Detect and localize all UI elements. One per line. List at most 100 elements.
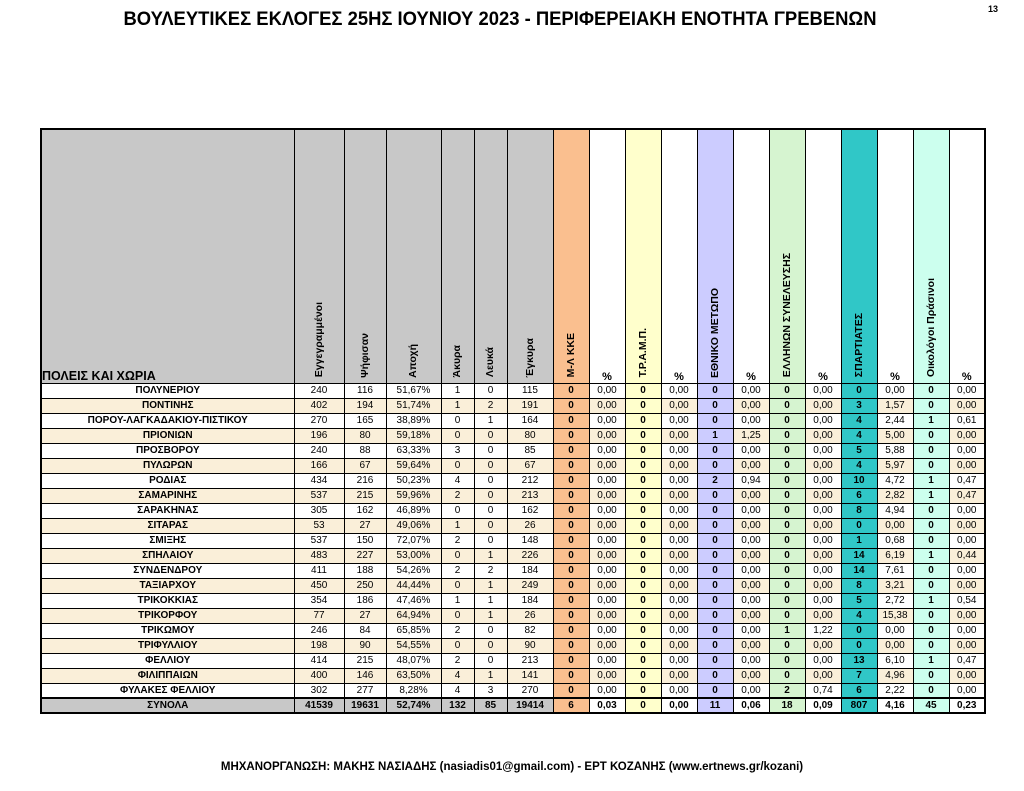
party-count-cell: 1 xyxy=(840,532,878,549)
party-count-cell: 0 xyxy=(552,472,590,489)
election-results-table: ΠΟΛΕΙΣ ΚΑΙ ΧΩΡΙΑ Εγγεγραμμένοι Ψήφισαν Αποχ… xyxy=(40,128,986,714)
party-percent-cell: 0,00 xyxy=(876,622,914,639)
party-percent-cell: 0,00 xyxy=(732,487,770,504)
village-name-cell: ΤΡΙΚΟΡΦΟΥ xyxy=(40,607,295,624)
party-count-cell: 0 xyxy=(696,592,734,609)
party-percent-cell: 0,00 xyxy=(660,412,698,429)
party-header-label: ΣΠΑΡΤΙΑΤΕΣ xyxy=(852,313,865,378)
party-percent-cell: 0,00 xyxy=(804,412,842,429)
party-count-cell: 0 xyxy=(552,562,590,579)
party-count-cell: 0 xyxy=(624,547,662,564)
party-percent-cell: 0,00 xyxy=(660,442,698,459)
party-count-cell: 0 xyxy=(696,457,734,474)
party-count-cell: 0 xyxy=(552,577,590,594)
table-row: ΣΠΗΛΑΙΟΥ 483 227 53,00% 0 1 226 0 0,00 0 0,00 0 0,00… xyxy=(40,547,986,564)
party-count-cell: 6 xyxy=(552,697,590,714)
party-percent-cell: 0,68 xyxy=(876,532,914,549)
stat-cell: 0 xyxy=(473,472,508,489)
stat-cell: 270 xyxy=(506,682,554,699)
party-percent-cell: 3,21 xyxy=(876,577,914,594)
col-header-cities: ΠΟΛΕΙΣ ΚΑΙ ΧΩΡΙΑ xyxy=(40,128,295,384)
party-percent-cell: 0,00 xyxy=(588,547,626,564)
party-count-cell: 0 xyxy=(840,637,878,654)
stat-cell: 1 xyxy=(440,382,475,399)
party-percent-cell: 0,00 xyxy=(948,667,986,684)
stat-cell: 302 xyxy=(293,682,345,699)
party-percent-cell: 6,10 xyxy=(876,652,914,669)
party-count-cell: 0 xyxy=(552,592,590,609)
party-count-cell: 0 xyxy=(768,412,806,429)
party-percent-cell: 2,72 xyxy=(876,592,914,609)
party-percent-cell: 1,22 xyxy=(804,622,842,639)
party-count-cell: 0 xyxy=(840,382,878,399)
stat-cell: 4 xyxy=(440,472,475,489)
party-percent-cell: 0,00 xyxy=(732,442,770,459)
party-count-cell: 0 xyxy=(912,532,950,549)
stat-cell: 184 xyxy=(506,562,554,579)
table-row: ΣΑΜΑΡΙΝΗΣ 537 215 59,96% 2 0 213 0 0,00 0 0,00 0 0,0… xyxy=(40,487,986,504)
stat-cell: 0 xyxy=(473,517,508,534)
party-count-cell: 2 xyxy=(696,472,734,489)
party-count-cell: 11 xyxy=(696,697,734,714)
stat-cell: 215 xyxy=(343,487,387,504)
stat-cell: 216 xyxy=(343,472,387,489)
stat-cell: 1 xyxy=(440,397,475,414)
party-count-cell: 0 xyxy=(624,457,662,474)
col-header-percent-4: % xyxy=(876,128,914,384)
party-percent-cell: 0,00 xyxy=(804,427,842,444)
col-header-party-1: Τ.Ρ.Α.Μ.Π. xyxy=(624,128,662,384)
stat-cell: 72,07% xyxy=(385,532,442,549)
party-percent-cell: 0,00 xyxy=(588,532,626,549)
party-count-cell: 3 xyxy=(840,397,878,414)
village-name-cell: ΠΟΛΥΝΕΡΙΟΥ xyxy=(40,382,295,399)
party-percent-cell: 0,00 xyxy=(588,622,626,639)
party-percent-cell: 0,00 xyxy=(948,382,986,399)
col-header-party-5: Οικολόγοι Πράσινοι xyxy=(912,128,950,384)
stat-cell: 196 xyxy=(293,427,345,444)
party-percent-cell: 0,00 xyxy=(660,397,698,414)
party-count-cell: 0 xyxy=(624,532,662,549)
stat-cell: 27 xyxy=(343,607,387,624)
table-row: ΡΟΔΙΑΣ 434 216 50,23% 4 0 212 0 0,00 0 0,00 2 0,94 0 0… xyxy=(40,472,986,489)
stat-cell: 186 xyxy=(343,592,387,609)
party-percent-cell: 0,00 xyxy=(732,517,770,534)
party-percent-cell: 0,00 xyxy=(732,532,770,549)
party-percent-cell: 7,61 xyxy=(876,562,914,579)
table-row: ΠΡΟΣΒΟΡΟΥ 240 88 63,33% 3 0 85 0 0,00 0 0,00 0 0,00 0… xyxy=(40,442,986,459)
stat-cell: 0 xyxy=(440,457,475,474)
party-count-cell: 8 xyxy=(840,577,878,594)
party-count-cell: 0 xyxy=(912,607,950,624)
party-count-cell: 1 xyxy=(912,412,950,429)
party-percent-cell: 0,54 xyxy=(948,592,986,609)
party-percent-cell: 2,44 xyxy=(876,412,914,429)
party-count-cell: 4 xyxy=(840,412,878,429)
party-count-cell: 1 xyxy=(912,472,950,489)
party-percent-cell: 0,00 xyxy=(588,427,626,444)
village-name-cell: ΡΟΔΙΑΣ xyxy=(40,472,295,489)
stat-cell: 400 xyxy=(293,667,345,684)
stat-cell: 227 xyxy=(343,547,387,564)
party-header-label: ΕΛΛΗΝΩΝ ΣΥΝΕΛΕΥΣΗΣ xyxy=(780,253,793,378)
stat-cell: 4 xyxy=(440,667,475,684)
village-name-cell: ΦΕΛΛΙΟΥ xyxy=(40,652,295,669)
table-row: ΤΡΙΦΥΛΛΙΟΥ 198 90 54,55% 0 0 90 0 0,00 0 0,00 0 0,00… xyxy=(40,637,986,654)
party-percent-cell: 0,00 xyxy=(732,547,770,564)
party-percent-cell: 0,23 xyxy=(948,697,986,714)
party-count-cell: 0 xyxy=(696,637,734,654)
col-header-percent-5: % xyxy=(948,128,986,384)
party-count-cell: 0 xyxy=(624,637,662,654)
stat-cell: 141 xyxy=(506,667,554,684)
village-name-cell: ΠΡΙΟΝΙΩΝ xyxy=(40,427,295,444)
party-percent-cell: 0,03 xyxy=(588,697,626,714)
party-percent-cell: 0,00 xyxy=(804,472,842,489)
party-percent-cell: 0,00 xyxy=(804,592,842,609)
party-percent-cell: 0,00 xyxy=(948,532,986,549)
party-percent-cell: 1,25 xyxy=(732,427,770,444)
stat-cell: 59,96% xyxy=(385,487,442,504)
stat-cell: 164 xyxy=(506,412,554,429)
party-count-cell: 0 xyxy=(696,397,734,414)
party-count-cell: 0 xyxy=(768,442,806,459)
stat-header-label: Αποχή xyxy=(407,343,420,378)
party-percent-cell: 0,47 xyxy=(948,652,986,669)
stat-cell: 213 xyxy=(506,487,554,504)
